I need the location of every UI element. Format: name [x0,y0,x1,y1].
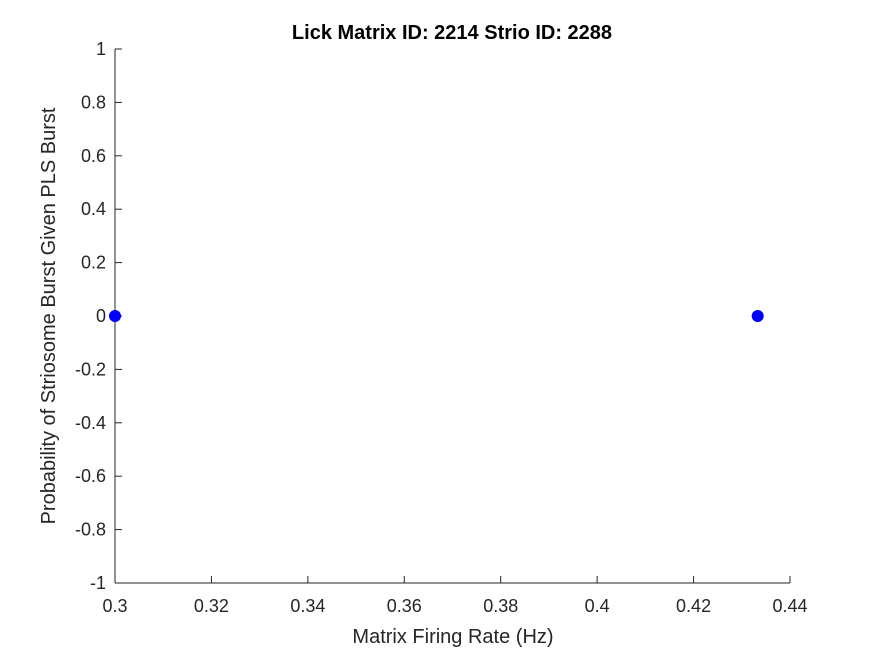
y-tick-label: 0 [96,306,106,326]
y-tick-label: 0.8 [81,92,106,112]
y-axis-label: Probability of Striosome Burst Given PLS… [38,107,60,524]
x-tick-label: 0.4 [585,596,610,616]
y-tick-label: 0.2 [81,253,106,273]
x-tick-label: 0.32 [194,596,229,616]
x-tick-label: 0.36 [387,596,422,616]
x-axis-label: Matrix Firing Rate (Hz) [352,626,553,648]
x-tick-label: 0.38 [483,596,518,616]
y-tick-label: -0.4 [75,413,106,433]
x-tick-label: 0.34 [290,596,325,616]
y-axis-ticks: -1 -0.8 -0.6 -0.4 -0.2 0 0.2 0.4 0.6 0.8 1 [75,39,122,593]
x-tick-label: 0.3 [102,596,127,616]
data-points [109,310,764,322]
data-point [751,310,764,322]
axes [114,49,790,584]
y-tick-label: -0.2 [75,359,106,379]
data-point [109,310,121,322]
x-axis-ticks: 0.3 0.32 0.34 0.36 0.38 0.4 0.42 0.44 [102,576,808,616]
x-tick-label: 0.44 [772,596,807,616]
y-tick-label: -0.8 [75,520,106,540]
y-tick-label: 0.4 [81,199,106,219]
y-tick-label: -1 [90,573,106,593]
y-tick-label: -0.6 [75,466,106,486]
chart-title: Lick Matrix ID: 2214 Strio ID: 2288 [292,22,612,44]
y-tick-label: 1 [96,39,106,59]
x-tick-label: 0.42 [676,596,711,616]
y-tick-label: 0.6 [81,146,106,166]
